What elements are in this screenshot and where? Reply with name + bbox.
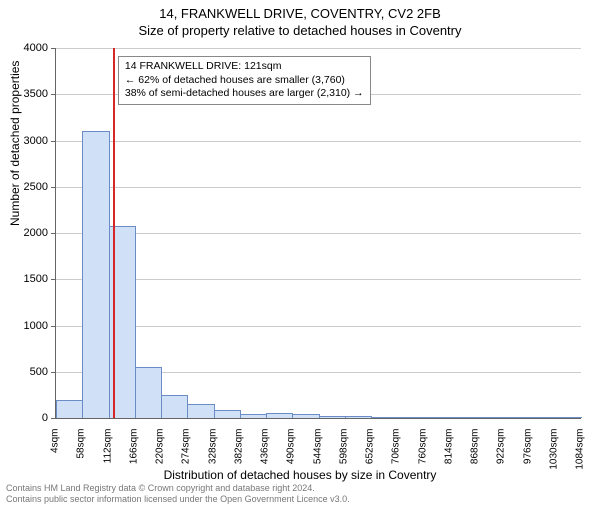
chart-subtitle: Size of property relative to detached ho… bbox=[0, 23, 600, 38]
xtick-label: 274sqm bbox=[181, 429, 192, 479]
bar bbox=[450, 417, 477, 418]
bar bbox=[371, 417, 398, 418]
ytick-label: 500 bbox=[8, 366, 48, 378]
annotation-box: 14 FRANKWELL DRIVE: 121sqm← 62% of detac… bbox=[118, 56, 371, 105]
gridline bbox=[56, 141, 581, 142]
xtick-label: 922sqm bbox=[496, 429, 507, 479]
bar bbox=[292, 414, 319, 418]
chart-container: 14, FRANKWELL DRIVE, COVENTRY, CV2 2FB S… bbox=[0, 6, 600, 506]
bar bbox=[476, 417, 503, 418]
xtick-label: 544sqm bbox=[312, 429, 323, 479]
bar bbox=[502, 417, 529, 418]
bar bbox=[135, 367, 162, 418]
ytick-mark bbox=[51, 94, 55, 95]
gridline bbox=[56, 187, 581, 188]
footer-attribution: Contains HM Land Registry data © Crown c… bbox=[6, 483, 350, 505]
xtick-label: 976sqm bbox=[522, 429, 533, 479]
annotation-line3: 38% of semi-detached houses are larger (… bbox=[125, 87, 364, 101]
annotation-line1: 14 FRANKWELL DRIVE: 121sqm bbox=[125, 60, 364, 74]
xtick-label: 1084sqm bbox=[575, 429, 586, 479]
xtick-label: 652sqm bbox=[365, 429, 376, 479]
xtick-label: 382sqm bbox=[233, 429, 244, 479]
xtick-label: 760sqm bbox=[417, 429, 428, 479]
ytick-label: 0 bbox=[8, 412, 48, 424]
ytick-label: 1500 bbox=[8, 273, 48, 285]
bar bbox=[214, 410, 241, 418]
ytick-label: 1000 bbox=[8, 320, 48, 332]
chart-title: 14, FRANKWELL DRIVE, COVENTRY, CV2 2FB bbox=[0, 6, 600, 21]
ytick-mark bbox=[51, 418, 55, 419]
ytick-mark bbox=[51, 279, 55, 280]
xtick-label: 112sqm bbox=[102, 429, 113, 479]
bar bbox=[187, 404, 214, 418]
bar bbox=[529, 417, 556, 418]
ytick-label: 2000 bbox=[8, 227, 48, 239]
ytick-mark bbox=[51, 233, 55, 234]
x-axis-label: Distribution of detached houses by size … bbox=[0, 468, 600, 482]
bar bbox=[266, 413, 293, 418]
bar bbox=[240, 414, 267, 418]
ytick-mark bbox=[51, 372, 55, 373]
ytick-label: 3000 bbox=[8, 135, 48, 147]
xtick-label: 706sqm bbox=[391, 429, 402, 479]
gridline bbox=[56, 48, 581, 49]
xtick-label: 490sqm bbox=[286, 429, 297, 479]
ytick-label: 4000 bbox=[8, 42, 48, 54]
ytick-mark bbox=[51, 326, 55, 327]
xtick-label: 220sqm bbox=[155, 429, 166, 479]
ytick-mark bbox=[51, 187, 55, 188]
bar bbox=[555, 417, 582, 418]
xtick-label: 328sqm bbox=[207, 429, 218, 479]
annotation-line2: ← 62% of detached houses are smaller (3,… bbox=[125, 74, 364, 88]
ytick-label: 2500 bbox=[8, 181, 48, 193]
bar bbox=[345, 416, 372, 418]
xtick-label: 598sqm bbox=[338, 429, 349, 479]
bar bbox=[397, 417, 424, 418]
bar bbox=[82, 131, 109, 418]
bar bbox=[161, 395, 188, 418]
xtick-label: 436sqm bbox=[260, 429, 271, 479]
xtick-label: 1030sqm bbox=[548, 429, 559, 479]
marker-line bbox=[113, 48, 115, 418]
bar bbox=[424, 417, 451, 418]
xtick-label: 58sqm bbox=[76, 429, 87, 479]
bar bbox=[56, 400, 83, 418]
footer-line1: Contains HM Land Registry data © Crown c… bbox=[6, 483, 350, 494]
ytick-mark bbox=[51, 141, 55, 142]
ytick-mark bbox=[51, 48, 55, 49]
ytick-label: 3500 bbox=[8, 88, 48, 100]
xtick-label: 166sqm bbox=[128, 429, 139, 479]
xtick-label: 4sqm bbox=[50, 429, 61, 479]
bar bbox=[319, 416, 346, 418]
xtick-label: 868sqm bbox=[470, 429, 481, 479]
xtick-label: 814sqm bbox=[443, 429, 454, 479]
